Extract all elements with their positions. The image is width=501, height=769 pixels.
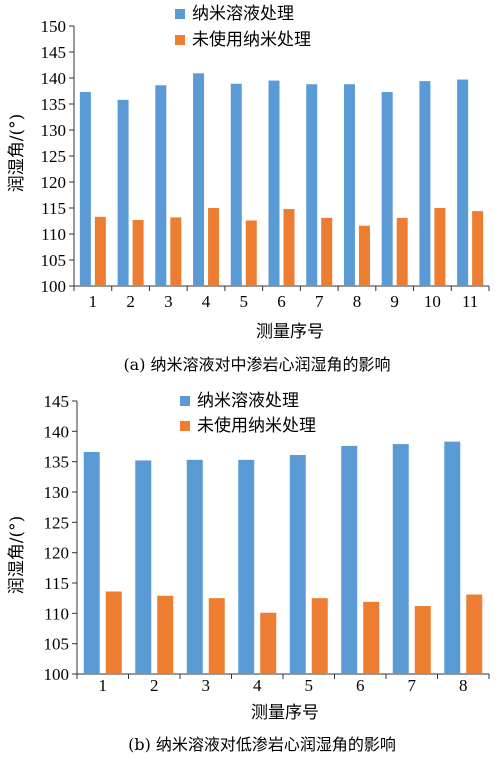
chart-b-bar-untreated-4	[260, 612, 277, 674]
chart-b-y-tick-label: 140	[44, 422, 70, 441]
chart-a-bar-untreated-8	[358, 225, 370, 286]
chart-b-x-tick-label: 6	[356, 676, 365, 695]
chart-a-legend-swatch	[175, 35, 185, 45]
chart-b-bar-nano-8	[444, 441, 461, 674]
chart-b-x-tick-label: 8	[459, 676, 468, 695]
chart-a-bar-nano-5	[230, 83, 242, 286]
chart-a-bar-untreated-3	[170, 217, 182, 286]
chart-b-y-tick-label: 130	[44, 483, 70, 502]
chart-b-bar-nano-6	[341, 445, 358, 674]
chart-b-bar-nano-3	[186, 459, 203, 674]
chart-a-bar-nano-11	[457, 79, 469, 286]
chart-a-bar-nano-7	[306, 84, 318, 287]
chart-b-y-tick-label: 110	[44, 604, 69, 623]
chart-a-x-tick-label: 8	[353, 292, 362, 311]
chart-a-y-tick-label: 150	[41, 17, 67, 36]
chart-a: 润湿角/(°) 测量序号 (a) 纳米溶液对中渗岩心润湿角的影响 1001051…	[7, 4, 490, 374]
chart-a-y-tick-label: 130	[41, 121, 67, 140]
chart-b-x-tick-label: 7	[408, 676, 417, 695]
chart-a-bar-untreated-2	[132, 219, 144, 286]
chart-a-x-tick-label: 9	[390, 292, 399, 311]
chart-a-y-tick-label: 135	[41, 95, 67, 114]
chart-a-x-tick-label: 6	[277, 292, 286, 311]
chart-a-bar-nano-6	[268, 80, 280, 286]
chart-b-legend-label: 纳米溶液处理	[197, 391, 299, 411]
chart-a-bar-untreated-4	[208, 208, 220, 286]
chart-a-bar-nano-8	[343, 84, 355, 287]
chart-b-y-tick-label: 115	[44, 574, 69, 593]
chart-b-bar-untreated-8	[466, 594, 483, 674]
chart-a-bar-nano-2	[117, 99, 129, 286]
chart-a-x-tick-label: 5	[240, 292, 249, 311]
chart-b-y-tick-label: 135	[44, 453, 70, 472]
chart-a-bar-untreated-1	[94, 216, 106, 286]
chart-a-x-tick-label: 1	[89, 292, 98, 311]
chart-a-y-tick-label: 110	[41, 225, 66, 244]
chart-b-bar-untreated-6	[363, 601, 380, 674]
chart-b-x-tick-label: 4	[253, 676, 262, 695]
chart-b-bar-untreated-5	[311, 598, 328, 674]
chart-a-bar-untreated-5	[245, 220, 257, 286]
chart-a-y-tick-label: 145	[41, 43, 67, 62]
chart-b-bar-untreated-2	[157, 595, 174, 674]
chart-b-y-tick-label: 120	[44, 544, 70, 563]
chart-a-x-tick-label: 11	[462, 292, 478, 311]
chart-a-bar-untreated-6	[283, 209, 295, 286]
chart-a-y-tick-label: 120	[41, 173, 67, 192]
chart-b: 润湿角/(°) 测量序号 (b) 纳米溶液对低渗岩心润湿角的影响 100 105 1…	[7, 391, 490, 754]
chart-b-caption: (b) 纳米溶液对低渗岩心润湿角的影响	[128, 735, 396, 754]
chart-a-y-tick-label: 125	[41, 147, 67, 166]
chart-a-bar-untreated-9	[396, 217, 408, 286]
chart-a-bar-nano-3	[155, 85, 167, 286]
chart-b-bar-nano-2	[135, 460, 152, 674]
chart-b-legend-swatch	[180, 421, 190, 431]
chart-a-caption: (a) 纳米溶液对中渗岩心润湿角的影响	[123, 355, 390, 374]
chart-b-y-tick-label: 100	[44, 665, 70, 684]
chart-a-x-tick-label: 3	[164, 292, 173, 311]
chart-b-x-tick-label: 1	[99, 676, 108, 695]
chart-b-bar-nano-1	[83, 451, 100, 674]
chart-b-x-tick-label: 3	[202, 676, 211, 695]
chart-b-y-tick-label: 145	[44, 392, 70, 411]
chart-a-bar-nano-4	[193, 73, 205, 286]
chart-a-y-tick-label: 105	[41, 251, 67, 270]
chart-a-x-tick-label: 4	[202, 292, 211, 311]
chart-b-bar-untreated-7	[414, 606, 431, 674]
chart-a-xlabel: 测量序号	[256, 322, 324, 342]
chart-b-y-tick-label: 125	[44, 513, 70, 532]
chart-b-legend-label: 未使用纳米处理	[197, 415, 316, 436]
chart-a-bar-nano-9	[381, 92, 393, 286]
chart-a-legend-label: 纳米溶液处理	[192, 4, 294, 24]
chart-b-legend-swatch	[180, 396, 190, 406]
chart-b-x-tick-label: 5	[305, 676, 314, 695]
chart-b-xlabel: 测量序号	[251, 703, 319, 723]
chart-a-legend-label: 未使用纳米处理	[192, 29, 311, 50]
chart-a-bar-untreated-11	[472, 211, 484, 286]
chart-a-bar-untreated-10	[434, 208, 446, 286]
chart-b-bar-untreated-1	[105, 591, 122, 674]
chart-b-bar-nano-4	[238, 459, 255, 674]
chart-b-ylabel: 润湿角/(°)	[7, 516, 27, 595]
chart-a-x-tick-label: 7	[315, 292, 324, 311]
chart-b-x-tick-label: 2	[150, 676, 159, 695]
chart-a-x-tick-label: 10	[424, 292, 441, 311]
chart-a-y-tick-label: 100	[41, 277, 67, 296]
chart-b-y-tick-label: 105	[44, 635, 70, 654]
chart-a-ylabel: 润湿角/(°)	[7, 114, 27, 193]
chart-a-legend-swatch	[175, 9, 185, 19]
chart-b-bar-nano-5	[289, 454, 306, 674]
chart-a-bar-nano-1	[79, 92, 91, 286]
chart-a-bar-untreated-7	[321, 217, 333, 286]
chart-a-y-tick-label: 140	[41, 69, 67, 88]
chart-a-x-tick-label: 2	[126, 292, 135, 311]
chart-a-y-tick-label: 115	[41, 199, 66, 218]
chart-b-bar-untreated-3	[208, 598, 225, 674]
chart-a-bar-nano-10	[419, 81, 431, 287]
chart-b-bar-nano-7	[392, 444, 409, 674]
